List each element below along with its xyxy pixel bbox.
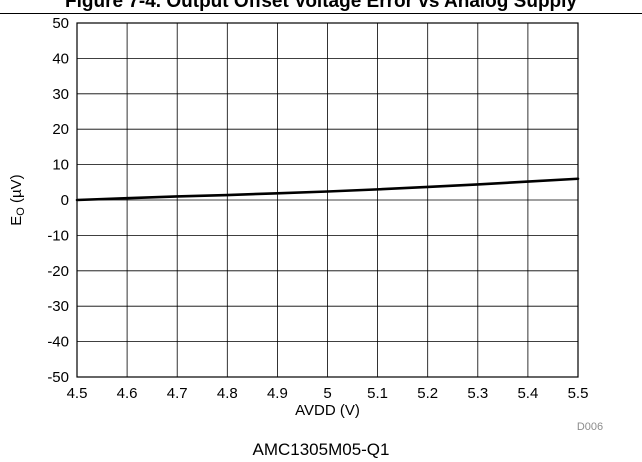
figure-title: Figure 7-4. Output Offset Voltage Error … — [65, 0, 577, 12]
y-tick-label: -10 — [47, 227, 69, 244]
plot-frame — [76, 22, 579, 378]
x-tick-label: 5.2 — [417, 385, 438, 402]
x-tick-label: 4.7 — [167, 385, 188, 402]
y-tick-label: -50 — [47, 369, 69, 386]
x-tick-labels: 4.5 4.6 4.7 4.8 4.9 5 5.1 5.2 5.3 5.4 5.5 — [67, 385, 589, 402]
x-tick-label: 5.3 — [467, 385, 488, 402]
y-tick-labels: 50 40 30 20 10 0 -10 -20 -30 -40 -50 — [47, 15, 69, 386]
y-tick-label: -30 — [47, 298, 69, 315]
x-tick-label: 4.6 — [117, 385, 138, 402]
y-tick-label: -20 — [47, 263, 69, 280]
x-axis-label: AVDD (V) — [295, 402, 360, 419]
y-axis-label-sub: O — [15, 207, 27, 216]
title-rule — [0, 13, 642, 14]
y-tick-label: 20 — [52, 121, 69, 138]
x-tick-label: 5.4 — [517, 385, 538, 402]
y-tick-label: 10 — [52, 157, 69, 174]
figure-code: D006 — [577, 421, 603, 433]
grid-lines — [76, 22, 579, 378]
x-tick-label: 4.9 — [267, 385, 288, 402]
y-axis-label-main: E — [8, 216, 25, 226]
y-axis-label-unit: (µV) — [8, 174, 25, 207]
y-tick-label: 0 — [61, 192, 69, 209]
series-layer — [75, 177, 580, 202]
y-tick-label: -40 — [47, 334, 69, 351]
y-tick-label: 50 — [52, 15, 69, 32]
series-line — [75, 177, 580, 202]
x-tick-label: 5 — [323, 385, 331, 402]
y-axis-label: EO (µV) — [8, 174, 27, 225]
figure-caption: AMC1305M05-Q1 — [252, 440, 390, 459]
x-tick-label: 4.5 — [67, 385, 88, 402]
x-tick-label: 5.1 — [367, 385, 388, 402]
y-tick-label: 40 — [52, 50, 69, 67]
x-tick-label: 5.5 — [568, 385, 589, 402]
y-tick-label: 30 — [52, 86, 69, 103]
x-tick-label: 4.8 — [217, 385, 238, 402]
